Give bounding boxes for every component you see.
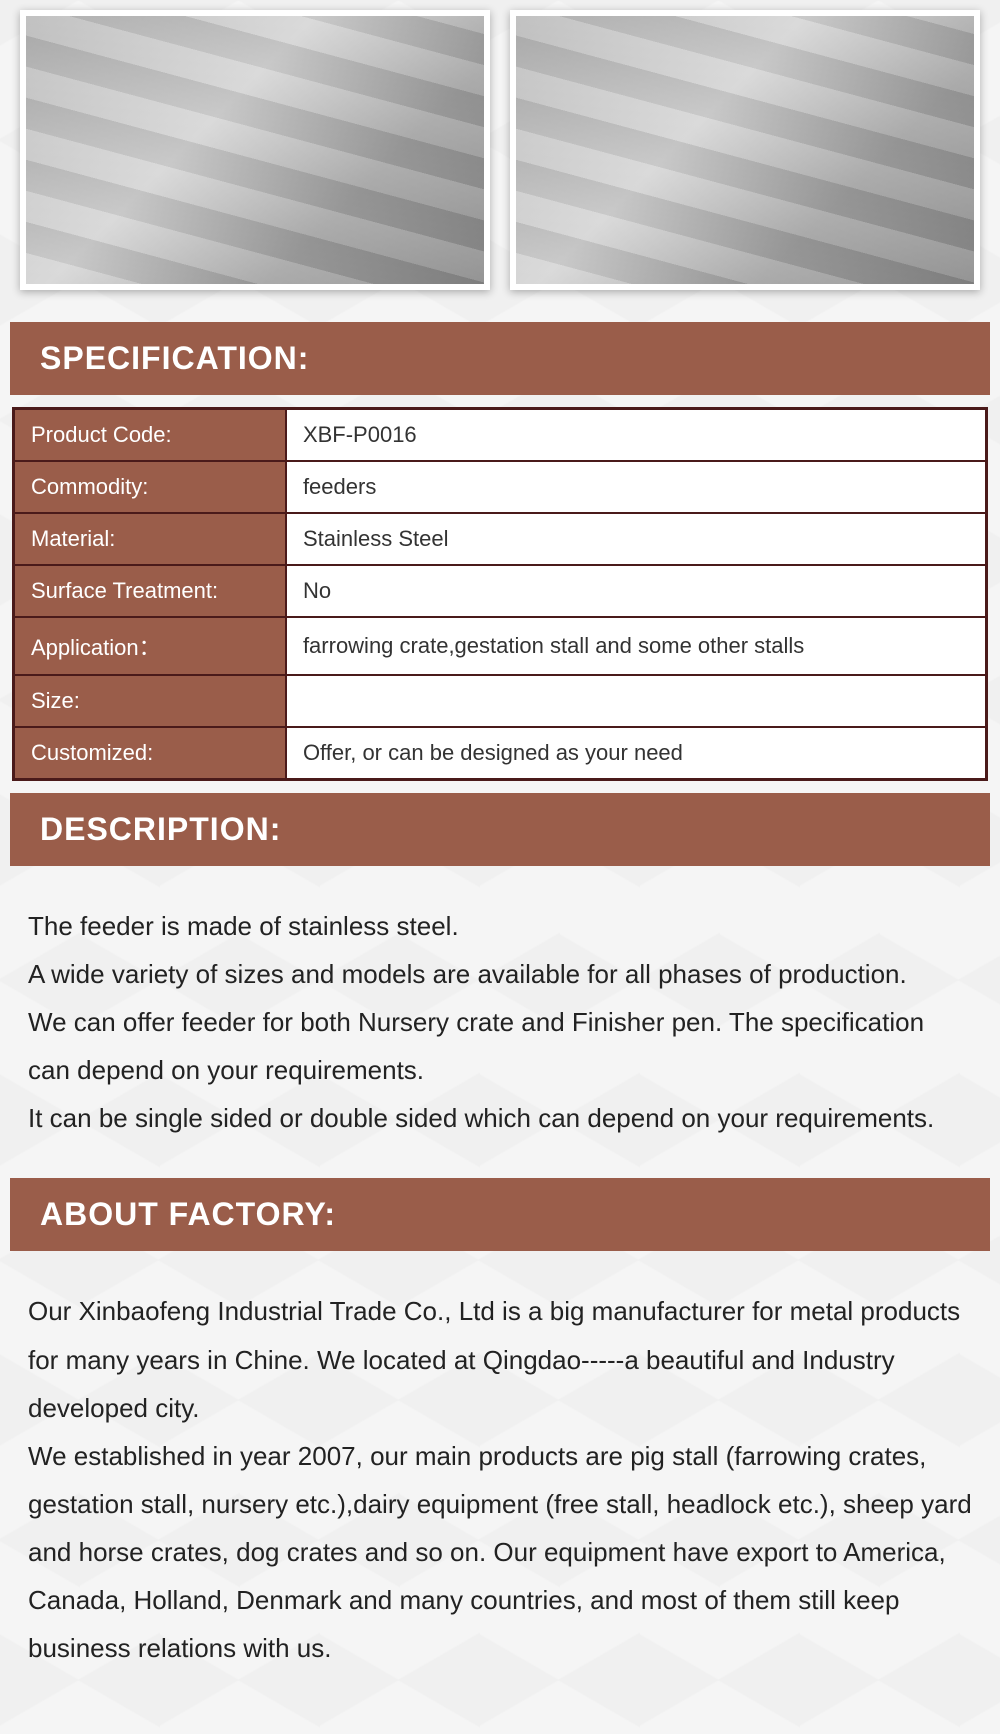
spec-value <box>286 675 987 727</box>
table-row: Material: Stainless Steel <box>14 513 987 565</box>
spec-value: No <box>286 565 987 617</box>
spec-value: Offer, or can be designed as your need <box>286 727 987 780</box>
table-row: Surface Treatment: No <box>14 565 987 617</box>
description-para: The feeder is made of stainless steel. <box>28 902 972 950</box>
spec-label: Size: <box>14 675 286 727</box>
product-image-2 <box>510 10 980 290</box>
description-text: The feeder is made of stainless steel. A… <box>0 878 1000 1166</box>
spec-value: farrowing crate,gestation stall and some… <box>286 617 987 675</box>
table-row: Commodity: feeders <box>14 461 987 513</box>
specification-heading: SPECIFICATION: <box>10 322 990 395</box>
product-image-1 <box>20 10 490 290</box>
description-para: A wide variety of sizes and models are a… <box>28 950 972 998</box>
description-para: It can be single sided or double sided w… <box>28 1094 972 1142</box>
spec-label: Commodity: <box>14 461 286 513</box>
table-row: Customized: Offer, or can be designed as… <box>14 727 987 780</box>
table-row: Size: <box>14 675 987 727</box>
spec-value: feeders <box>286 461 987 513</box>
spec-label: Surface Treatment: <box>14 565 286 617</box>
specification-table: Product Code: XBF-P0016 Commodity: feede… <box>12 407 988 781</box>
description-para: We can offer feeder for both Nursery cra… <box>28 998 972 1094</box>
table-row: Product Code: XBF-P0016 <box>14 409 987 462</box>
spec-label: Product Code: <box>14 409 286 462</box>
spec-label: Application： <box>14 617 286 675</box>
factory-para: We established in year 2007, our main pr… <box>28 1432 972 1672</box>
spec-value: XBF-P0016 <box>286 409 987 462</box>
table-row: Application： farrowing crate,gestation s… <box>14 617 987 675</box>
spec-label: Material: <box>14 513 286 565</box>
spec-label: Customized: <box>14 727 286 780</box>
product-images-row <box>0 0 1000 310</box>
factory-para: Our Xinbaofeng Industrial Trade Co., Ltd… <box>28 1287 972 1431</box>
factory-heading: ABOUT FACTORY: <box>10 1178 990 1251</box>
spec-value: Stainless Steel <box>286 513 987 565</box>
description-heading: DESCRIPTION: <box>10 793 990 866</box>
factory-text: Our Xinbaofeng Industrial Trade Co., Ltd… <box>0 1263 1000 1696</box>
